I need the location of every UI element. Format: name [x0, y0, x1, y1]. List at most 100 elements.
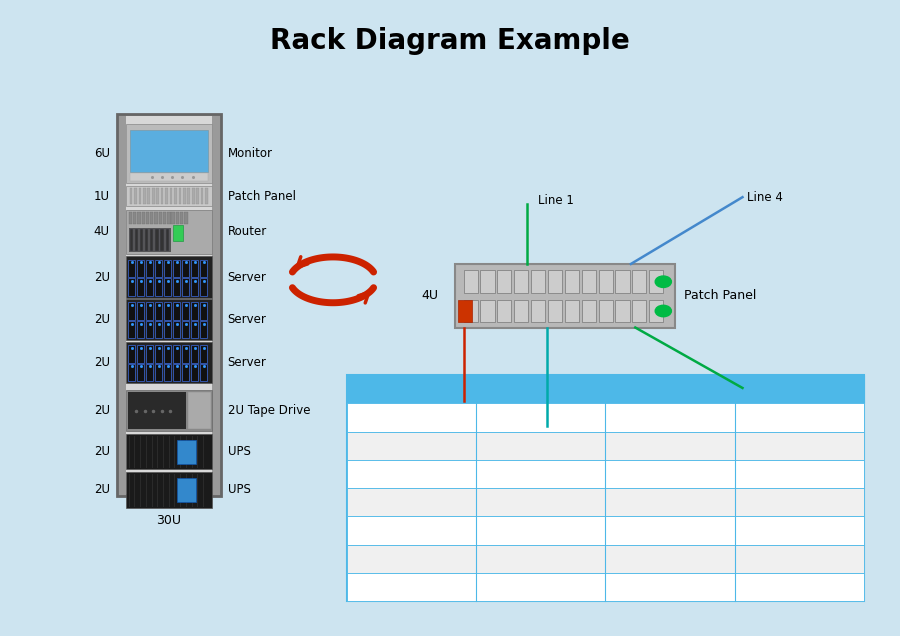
Circle shape	[655, 305, 671, 317]
FancyBboxPatch shape	[130, 188, 132, 204]
FancyBboxPatch shape	[346, 573, 864, 601]
Text: Rack Diagram Example: Rack Diagram Example	[270, 27, 630, 55]
FancyBboxPatch shape	[200, 259, 207, 277]
FancyBboxPatch shape	[155, 279, 162, 296]
FancyBboxPatch shape	[137, 364, 144, 381]
FancyBboxPatch shape	[649, 300, 663, 322]
FancyBboxPatch shape	[139, 188, 141, 204]
Text: 5: 5	[407, 524, 415, 537]
Text: 1U: 1U	[94, 190, 110, 203]
FancyBboxPatch shape	[171, 212, 175, 224]
FancyBboxPatch shape	[166, 229, 169, 251]
FancyBboxPatch shape	[134, 188, 137, 204]
FancyBboxPatch shape	[632, 300, 646, 322]
FancyBboxPatch shape	[346, 403, 864, 432]
Text: 7: 7	[407, 581, 415, 593]
FancyBboxPatch shape	[126, 116, 212, 494]
FancyBboxPatch shape	[129, 212, 132, 224]
Text: Description: Description	[766, 383, 833, 396]
FancyBboxPatch shape	[182, 364, 189, 381]
FancyBboxPatch shape	[616, 300, 629, 322]
Text: UPS: UPS	[228, 445, 250, 459]
FancyBboxPatch shape	[150, 229, 153, 251]
FancyBboxPatch shape	[146, 212, 149, 224]
FancyBboxPatch shape	[143, 188, 146, 204]
FancyBboxPatch shape	[155, 321, 162, 338]
FancyBboxPatch shape	[176, 212, 179, 224]
FancyBboxPatch shape	[581, 270, 596, 293]
FancyBboxPatch shape	[155, 229, 158, 251]
FancyBboxPatch shape	[140, 229, 143, 251]
FancyBboxPatch shape	[148, 188, 150, 204]
FancyBboxPatch shape	[616, 270, 629, 293]
FancyBboxPatch shape	[598, 300, 613, 322]
FancyBboxPatch shape	[146, 302, 153, 320]
FancyBboxPatch shape	[200, 364, 207, 381]
FancyBboxPatch shape	[346, 488, 864, 516]
Text: 6: 6	[407, 552, 415, 565]
FancyBboxPatch shape	[196, 188, 199, 204]
Text: 2U: 2U	[94, 270, 110, 284]
FancyBboxPatch shape	[177, 478, 196, 502]
FancyBboxPatch shape	[135, 229, 138, 251]
FancyBboxPatch shape	[565, 270, 579, 293]
FancyBboxPatch shape	[200, 345, 207, 363]
FancyBboxPatch shape	[187, 188, 190, 204]
FancyBboxPatch shape	[497, 300, 511, 322]
FancyBboxPatch shape	[146, 345, 153, 363]
Text: charger: charger	[518, 552, 563, 565]
Text: main: main	[655, 552, 685, 565]
FancyBboxPatch shape	[128, 279, 135, 296]
FancyBboxPatch shape	[182, 279, 189, 296]
Text: 2U: 2U	[94, 445, 110, 459]
FancyBboxPatch shape	[514, 300, 528, 322]
FancyBboxPatch shape	[531, 270, 545, 293]
FancyBboxPatch shape	[126, 390, 212, 431]
FancyBboxPatch shape	[346, 432, 864, 460]
Text: Line 1: Line 1	[747, 382, 783, 394]
Text: Line 2: Line 2	[441, 404, 477, 417]
Text: main: main	[655, 411, 685, 424]
FancyBboxPatch shape	[192, 188, 194, 204]
FancyBboxPatch shape	[182, 302, 189, 320]
FancyBboxPatch shape	[137, 279, 144, 296]
FancyBboxPatch shape	[128, 364, 135, 381]
FancyBboxPatch shape	[548, 300, 562, 322]
FancyBboxPatch shape	[598, 270, 613, 293]
FancyBboxPatch shape	[155, 259, 162, 277]
Text: 2U: 2U	[94, 404, 110, 417]
FancyBboxPatch shape	[150, 212, 153, 224]
FancyBboxPatch shape	[152, 188, 155, 204]
Text: main: main	[655, 524, 685, 537]
FancyBboxPatch shape	[184, 212, 188, 224]
FancyBboxPatch shape	[161, 188, 164, 204]
FancyBboxPatch shape	[157, 188, 159, 204]
FancyBboxPatch shape	[205, 188, 208, 204]
Text: 2U Tape Drive: 2U Tape Drive	[228, 404, 310, 417]
FancyBboxPatch shape	[137, 345, 144, 363]
FancyBboxPatch shape	[155, 212, 157, 224]
FancyBboxPatch shape	[164, 345, 171, 363]
FancyBboxPatch shape	[130, 173, 208, 181]
FancyBboxPatch shape	[531, 300, 545, 322]
Text: charger: charger	[518, 495, 563, 509]
FancyBboxPatch shape	[130, 130, 208, 172]
FancyBboxPatch shape	[174, 188, 176, 204]
Text: Unit: Unit	[399, 383, 423, 396]
Text: Line 4: Line 4	[747, 191, 783, 204]
FancyBboxPatch shape	[454, 264, 675, 328]
Text: Patch Panel: Patch Panel	[684, 289, 756, 302]
FancyBboxPatch shape	[160, 229, 164, 251]
Text: Monitor: Monitor	[228, 147, 273, 160]
FancyBboxPatch shape	[138, 212, 140, 224]
FancyBboxPatch shape	[200, 302, 207, 320]
FancyBboxPatch shape	[158, 212, 162, 224]
FancyBboxPatch shape	[188, 392, 211, 429]
Text: 2U: 2U	[94, 356, 110, 369]
FancyBboxPatch shape	[191, 321, 198, 338]
FancyBboxPatch shape	[126, 342, 212, 383]
FancyBboxPatch shape	[155, 302, 162, 320]
FancyBboxPatch shape	[173, 345, 180, 363]
FancyBboxPatch shape	[141, 212, 145, 224]
FancyBboxPatch shape	[146, 279, 153, 296]
